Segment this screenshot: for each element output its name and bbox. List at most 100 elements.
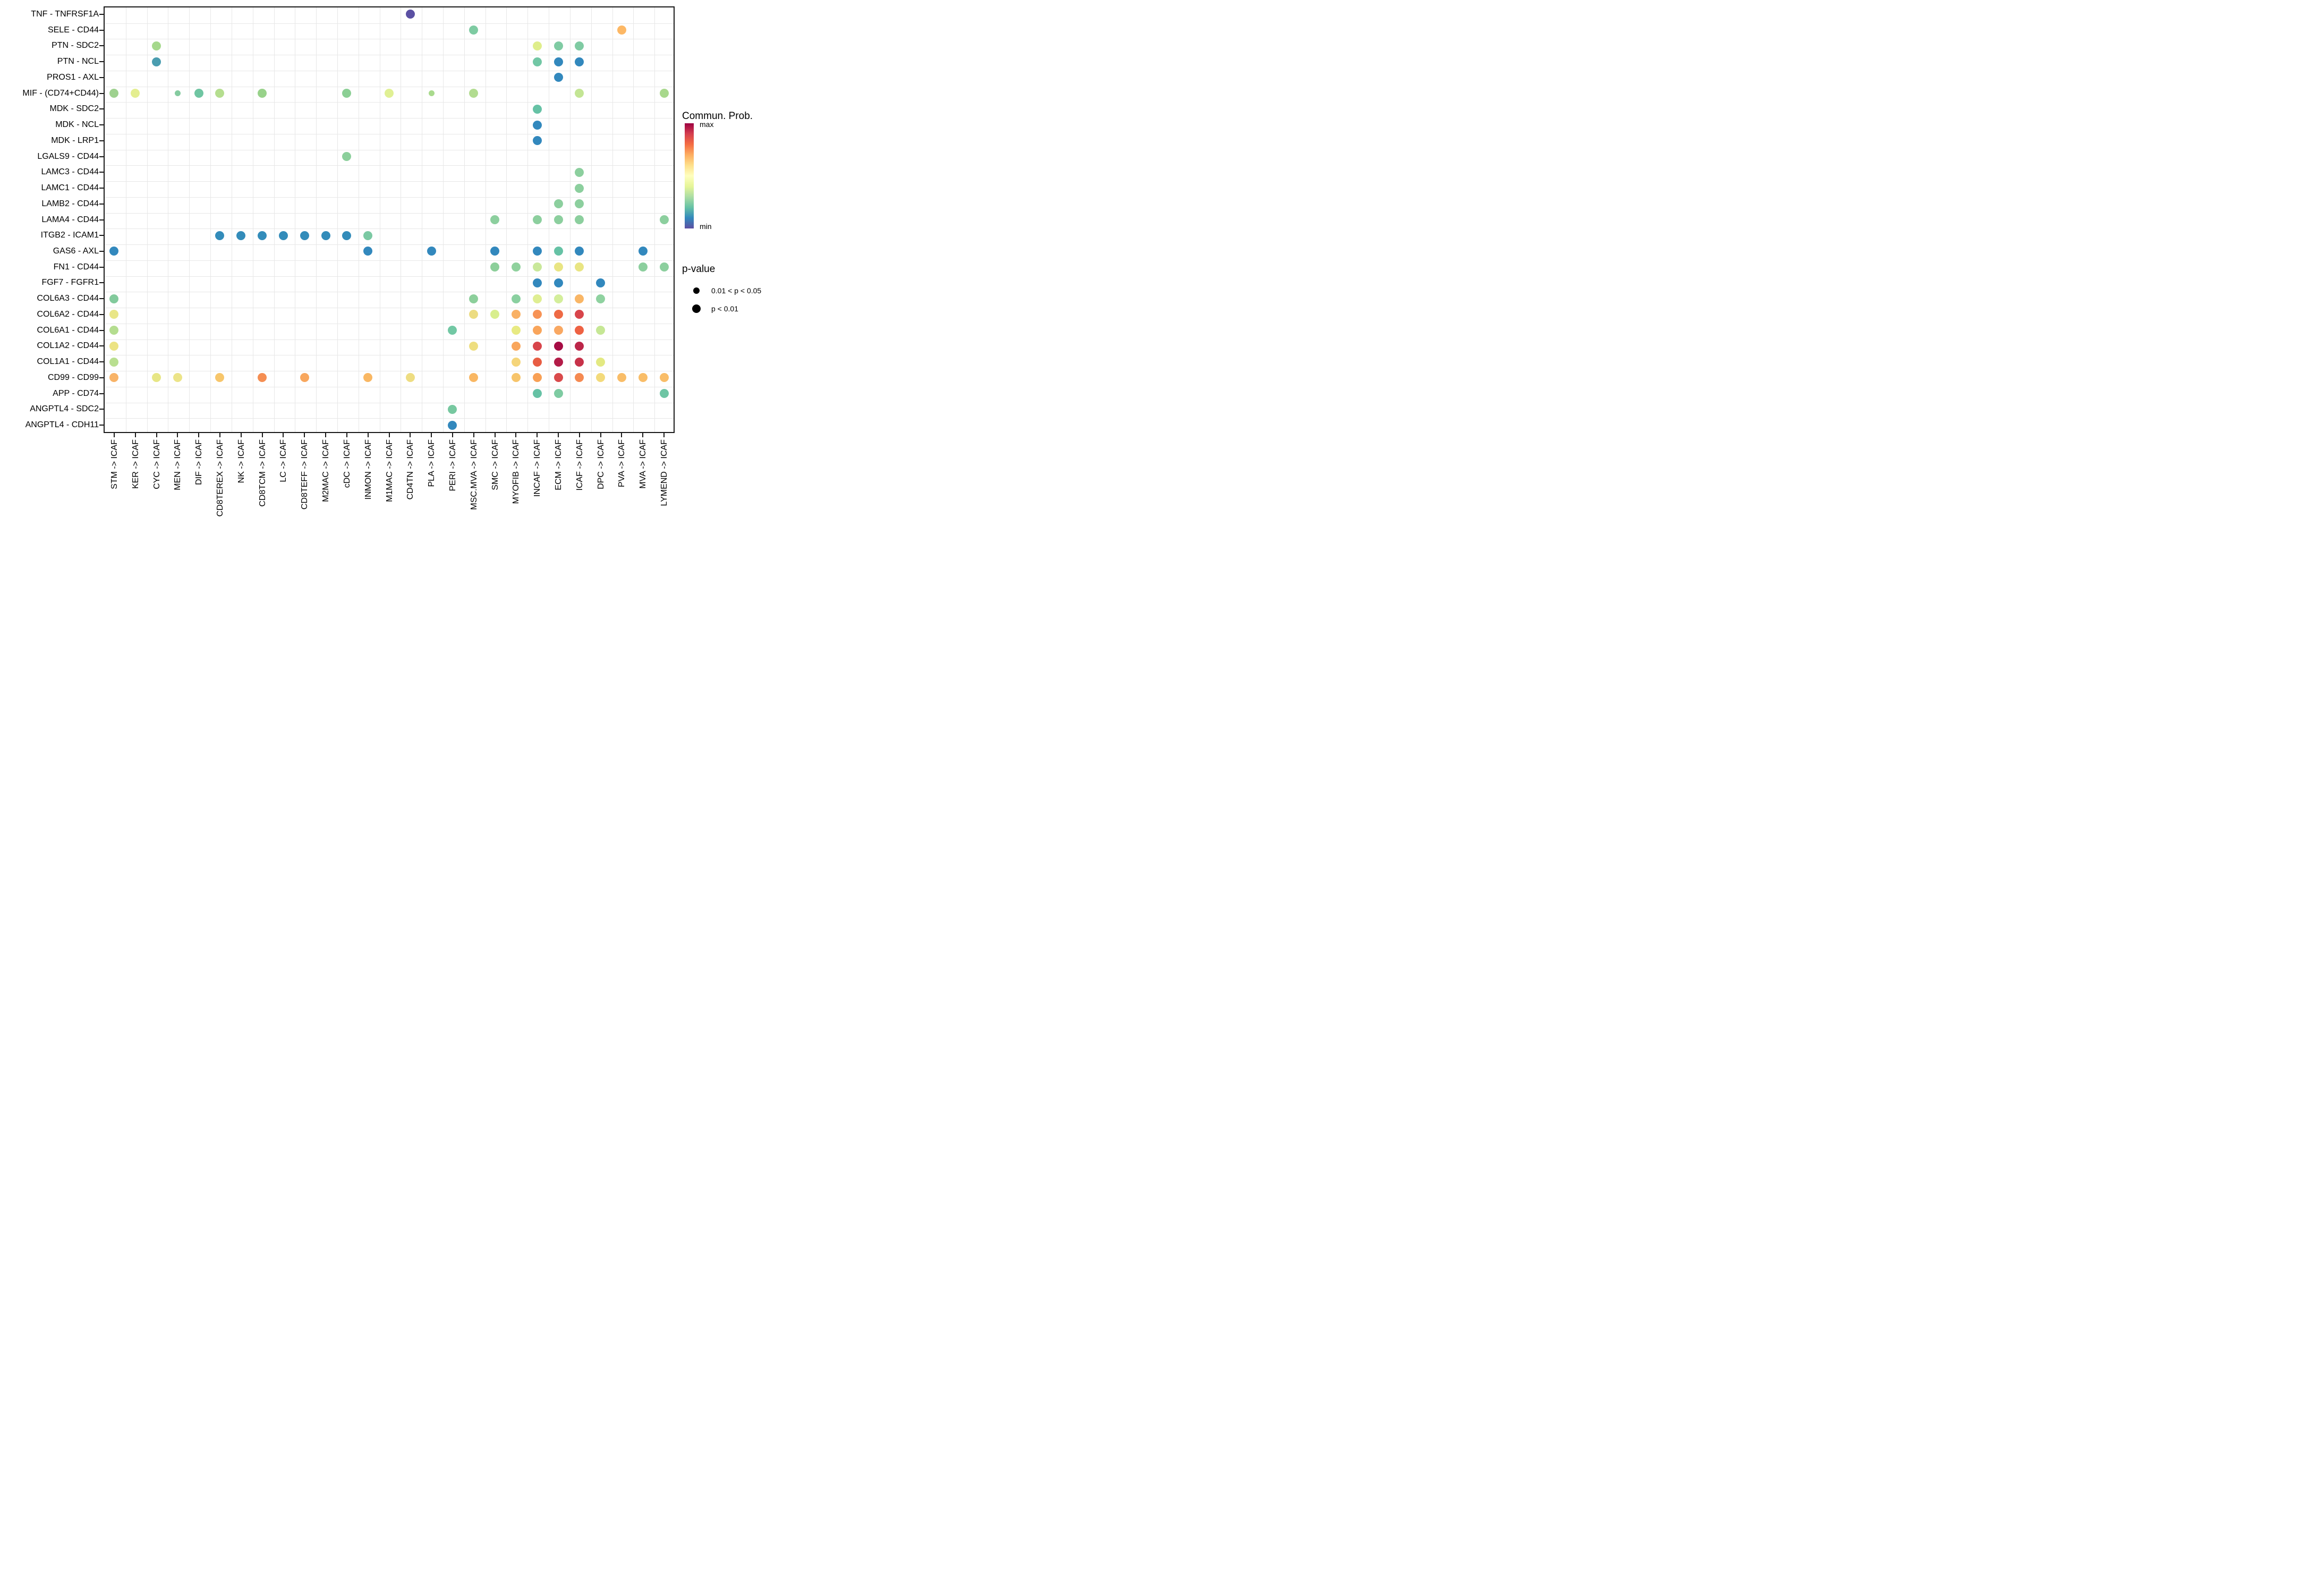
data-dot — [385, 89, 394, 98]
y-tick — [99, 250, 104, 252]
y-axis-label: COL6A1 - CD44 — [37, 325, 99, 335]
y-tick — [99, 172, 104, 173]
gridline — [105, 181, 674, 182]
x-axis-label: INCAF -> ICAF — [533, 439, 542, 497]
data-dot — [109, 341, 119, 351]
data-dot — [532, 104, 542, 114]
data-dot — [342, 89, 352, 98]
x-tick — [621, 433, 623, 437]
data-dot — [174, 90, 181, 97]
data-dot — [469, 341, 479, 351]
data-dot — [617, 26, 626, 35]
data-dot — [511, 310, 521, 319]
x-tick — [388, 433, 390, 437]
x-tick — [410, 433, 411, 437]
data-dot — [596, 326, 606, 335]
x-axis-label: CD8TEFF -> ICAF — [300, 439, 310, 510]
data-dot — [532, 136, 542, 146]
y-tick — [99, 203, 104, 205]
data-dot — [554, 278, 563, 287]
data-dot — [532, 120, 542, 130]
gridline — [633, 7, 634, 432]
data-dot — [258, 373, 267, 383]
data-dot — [427, 247, 436, 256]
x-axis-label: LC -> ICAF — [279, 439, 288, 482]
y-axis-label: LAMB2 - CD44 — [41, 199, 99, 208]
gridline — [189, 7, 190, 432]
data-dot — [511, 294, 521, 303]
figure: Commun. Prob. max min p-value 0.01 < p <… — [0, 0, 774, 531]
data-dot — [152, 41, 161, 50]
data-dot — [554, 357, 563, 367]
data-dot — [554, 326, 563, 335]
gridline — [506, 7, 507, 432]
y-axis-label: COL6A2 - CD44 — [37, 309, 99, 319]
x-axis-label: PERI -> ICAF — [448, 439, 457, 491]
data-dot — [575, 262, 584, 272]
y-axis-label: TNF - TNFRSF1A — [31, 9, 99, 19]
y-axis-label: PTN - NCL — [57, 57, 99, 66]
data-dot — [258, 89, 267, 98]
gridline — [105, 244, 674, 245]
data-dot — [469, 310, 479, 319]
data-dot — [236, 231, 246, 240]
data-dot — [575, 167, 584, 177]
y-axis-label: LAMA4 - CD44 — [41, 215, 99, 224]
data-dot — [363, 373, 373, 383]
data-dot — [511, 262, 521, 272]
data-dot — [109, 310, 119, 319]
y-tick — [99, 377, 104, 378]
x-tick — [367, 433, 369, 437]
gridline — [105, 102, 674, 103]
y-tick — [99, 313, 104, 315]
x-tick — [325, 433, 327, 437]
y-axis-label: CD99 - CD99 — [47, 372, 99, 382]
y-tick — [99, 266, 104, 268]
data-dot — [532, 57, 542, 66]
data-dot — [554, 73, 563, 82]
x-tick — [261, 433, 263, 437]
y-axis-label: ANGPTL4 - CDH11 — [25, 420, 99, 430]
data-dot — [363, 247, 373, 256]
gridline — [147, 7, 148, 432]
gridline — [105, 23, 674, 24]
data-dot — [532, 341, 542, 351]
pvalue-legend-label-large: p < 0.01 — [711, 304, 738, 313]
y-axis-label: APP - CD74 — [53, 388, 99, 398]
y-tick — [99, 29, 104, 31]
gridline — [105, 213, 674, 214]
data-dot — [469, 26, 479, 35]
data-dot — [194, 89, 203, 98]
data-dot — [109, 247, 119, 256]
gridline — [591, 7, 592, 432]
x-axis-label: LYMEND -> ICAF — [660, 439, 669, 506]
y-tick — [99, 219, 104, 221]
x-tick — [283, 433, 284, 437]
data-dot — [638, 373, 648, 383]
y-tick — [99, 361, 104, 363]
data-dot — [321, 231, 330, 240]
x-tick — [240, 433, 242, 437]
data-dot — [659, 89, 669, 98]
data-dot — [532, 357, 542, 367]
x-axis-label: INMON -> ICAF — [363, 439, 373, 500]
pvalue-legend-title: p-value — [682, 264, 716, 275]
x-tick — [452, 433, 453, 437]
data-dot — [532, 310, 542, 319]
gridline — [569, 7, 571, 432]
data-dot — [152, 373, 161, 383]
x-tick — [304, 433, 305, 437]
gridline — [527, 7, 529, 432]
data-dot — [109, 89, 119, 98]
data-dot — [469, 373, 479, 383]
x-axis-label: ICAF -> ICAF — [575, 439, 584, 491]
x-tick — [558, 433, 559, 437]
y-tick — [99, 282, 104, 284]
colorbar-min-label: min — [700, 222, 712, 231]
data-dot — [575, 89, 584, 98]
y-tick — [99, 409, 104, 410]
plot-area — [104, 6, 675, 433]
data-dot — [532, 262, 542, 272]
data-dot — [342, 152, 352, 162]
x-tick — [113, 433, 115, 437]
